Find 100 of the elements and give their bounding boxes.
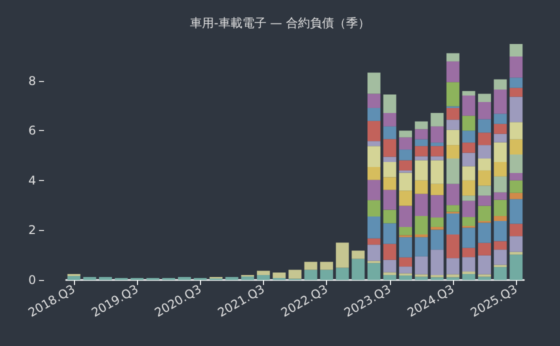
bar xyxy=(414,234,428,238)
bar xyxy=(510,122,523,140)
bar xyxy=(446,82,460,106)
bar xyxy=(399,137,412,150)
bar xyxy=(414,180,428,194)
bar xyxy=(462,152,476,166)
bar xyxy=(494,162,507,176)
bar xyxy=(494,267,507,280)
bar xyxy=(399,206,412,227)
bar xyxy=(494,200,507,216)
bar xyxy=(399,190,412,206)
bar xyxy=(383,162,396,178)
bar xyxy=(510,78,523,88)
bar xyxy=(430,218,444,227)
bar xyxy=(367,141,380,146)
bar xyxy=(462,96,476,116)
bar xyxy=(383,190,396,210)
bar xyxy=(510,252,523,255)
bar xyxy=(478,196,491,206)
y-tick-label: 2 xyxy=(28,223,36,238)
bar xyxy=(399,276,412,280)
bar xyxy=(399,257,412,267)
bar xyxy=(478,94,491,102)
bar xyxy=(383,112,396,126)
bar xyxy=(430,230,444,250)
bar xyxy=(510,236,523,252)
y-tick-label: 0 xyxy=(28,273,36,287)
bar xyxy=(478,132,491,146)
bar xyxy=(510,172,523,180)
y-tick-label: 8 xyxy=(28,74,36,88)
bar xyxy=(414,139,428,146)
bar xyxy=(352,258,365,280)
bar xyxy=(399,226,412,236)
bar xyxy=(383,94,396,113)
bar xyxy=(367,166,380,180)
bar xyxy=(446,130,460,146)
bar xyxy=(494,192,507,200)
bar xyxy=(399,160,412,170)
bar xyxy=(367,120,380,142)
bar xyxy=(446,108,460,120)
bar xyxy=(446,214,460,234)
bar xyxy=(446,184,460,206)
bar xyxy=(414,216,428,234)
bar xyxy=(510,139,523,155)
bar xyxy=(478,206,491,221)
bar xyxy=(83,277,96,280)
bar xyxy=(414,194,428,216)
bar xyxy=(367,180,380,200)
bar xyxy=(352,250,365,259)
bar xyxy=(494,134,507,142)
bar xyxy=(478,274,491,277)
bar xyxy=(383,244,396,260)
bar xyxy=(462,228,476,248)
bar xyxy=(367,72,380,94)
bar xyxy=(383,126,396,140)
bar xyxy=(272,272,286,278)
bar xyxy=(478,119,491,133)
bar xyxy=(478,158,491,170)
bar xyxy=(462,166,476,180)
bar xyxy=(304,270,318,280)
bar xyxy=(446,234,460,258)
bar xyxy=(383,210,396,224)
bar xyxy=(383,156,396,162)
bar xyxy=(367,216,380,238)
bar xyxy=(414,256,428,274)
bar xyxy=(510,180,523,193)
bar xyxy=(510,199,523,224)
bar xyxy=(462,142,476,153)
bar xyxy=(462,116,476,131)
bar xyxy=(336,268,349,280)
bar xyxy=(494,142,507,162)
bar xyxy=(510,192,523,200)
bar xyxy=(494,176,507,192)
bar xyxy=(430,146,444,156)
bar xyxy=(430,184,444,196)
bar xyxy=(414,129,428,140)
bar xyxy=(367,263,380,280)
y-tick-label: 4 xyxy=(28,173,36,188)
bar xyxy=(462,196,476,201)
bar xyxy=(399,266,412,274)
bar xyxy=(462,91,476,96)
bar xyxy=(288,270,302,279)
bar xyxy=(256,270,270,276)
bar xyxy=(430,156,444,160)
bar xyxy=(462,272,476,274)
bar xyxy=(462,248,476,258)
bar xyxy=(383,260,396,272)
bar xyxy=(446,258,460,274)
bar xyxy=(367,108,380,121)
bar xyxy=(510,56,523,78)
bar xyxy=(510,96,523,122)
bar xyxy=(178,277,191,280)
bar xyxy=(430,250,444,276)
bar xyxy=(446,61,460,82)
bar xyxy=(399,150,412,160)
bar xyxy=(494,90,507,114)
bar xyxy=(367,238,380,245)
bar xyxy=(478,255,491,274)
bar xyxy=(494,221,507,242)
bar xyxy=(414,276,428,280)
